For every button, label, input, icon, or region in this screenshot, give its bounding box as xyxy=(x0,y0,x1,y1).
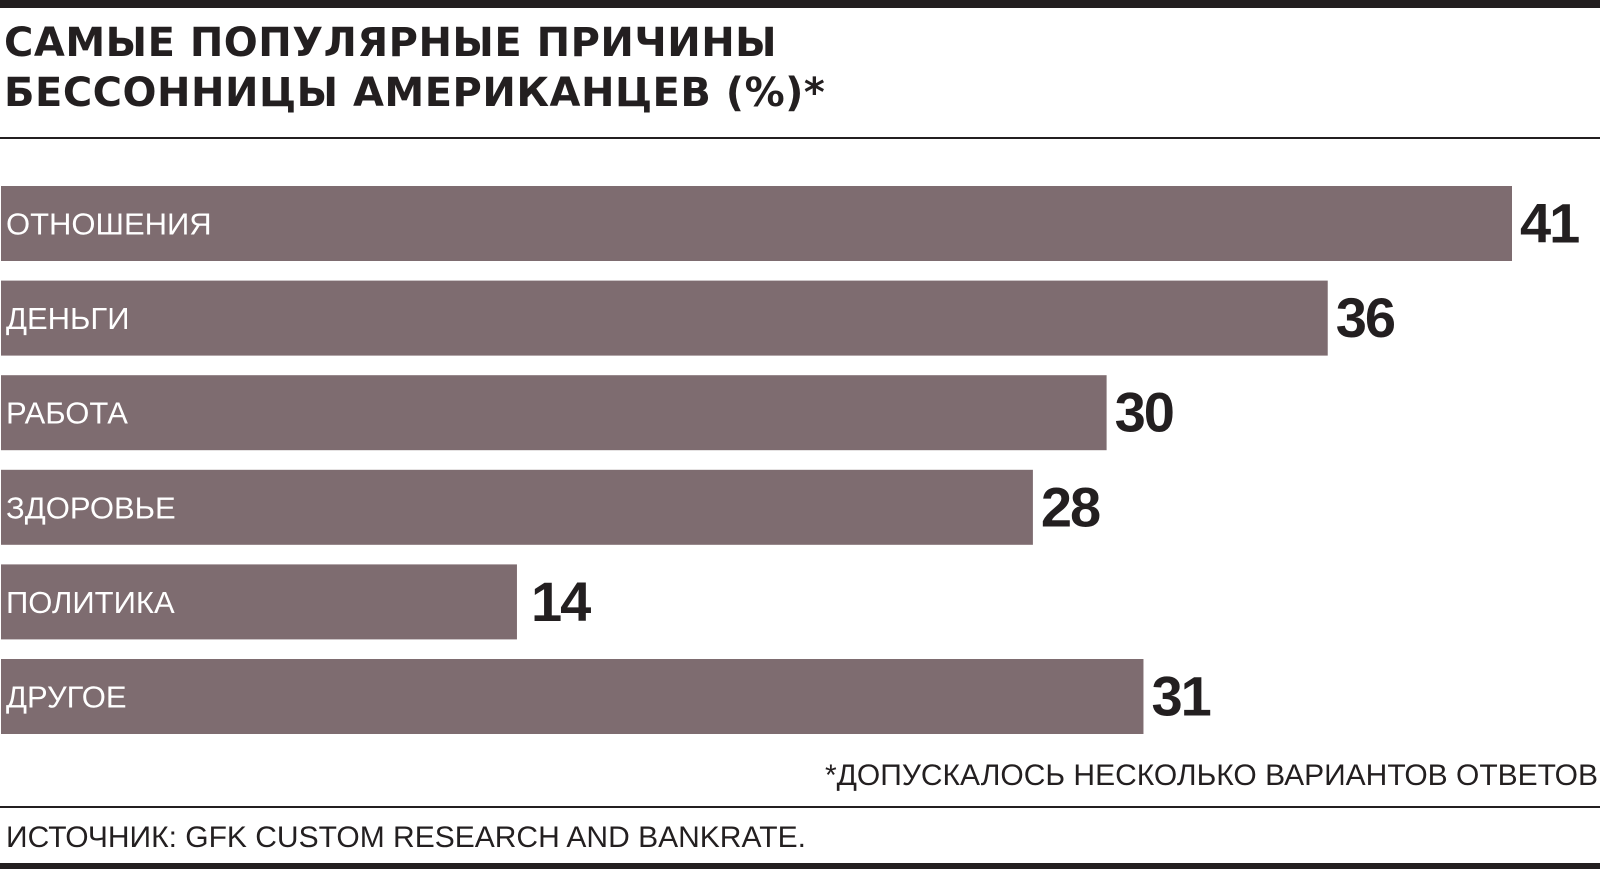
title-divider xyxy=(0,137,1600,139)
bar-2 xyxy=(1,280,1328,356)
value-label-4: 28 xyxy=(1041,475,1100,538)
bottom-rule xyxy=(0,863,1600,869)
value-label-5: 14 xyxy=(531,570,591,633)
chart-title: САМЫЕ ПОПУЛЯРНЫЕ ПРИЧИНЫ БЕССОННИЦЫ АМЕР… xyxy=(4,18,825,118)
value-label-1: 41 xyxy=(1520,192,1579,255)
category-label-2: ДЕНЬГИ xyxy=(6,301,129,336)
top-rule xyxy=(0,0,1600,8)
chart-title-line-2: БЕССОННИЦЫ АМЕРИКАНЦЕВ (%)* xyxy=(4,70,826,116)
category-label-6: ДРУГОЕ xyxy=(6,680,127,715)
bar-4 xyxy=(1,469,1033,545)
chart-footnote: *ДОПУСКАЛОСЬ НЕСКОЛЬКО ВАРИАНТОВ ОТВЕТОВ xyxy=(824,759,1598,792)
category-label-1: ОТНОШЕНИЯ xyxy=(6,207,212,242)
bar-3 xyxy=(1,375,1107,451)
value-label-6: 31 xyxy=(1151,665,1210,728)
source-divider xyxy=(0,806,1600,808)
value-label-2: 36 xyxy=(1336,286,1395,349)
chart-source: ИСТОЧНИК: GFK CUSTOM RESEARCH AND BANKRA… xyxy=(6,821,806,854)
bar-6 xyxy=(1,659,1144,734)
bar-5 xyxy=(1,564,517,640)
bar-1 xyxy=(1,186,1512,261)
category-label-3: РАБОТА xyxy=(6,396,128,431)
category-label-5: ПОЛИТИКА xyxy=(6,585,175,620)
chart-title-line-1: САМЫЕ ПОПУЛЯРНЫЕ ПРИЧИНЫ xyxy=(4,20,778,66)
category-label-4: ЗДОРОВЬЕ xyxy=(6,490,176,525)
value-label-3: 30 xyxy=(1115,381,1173,444)
